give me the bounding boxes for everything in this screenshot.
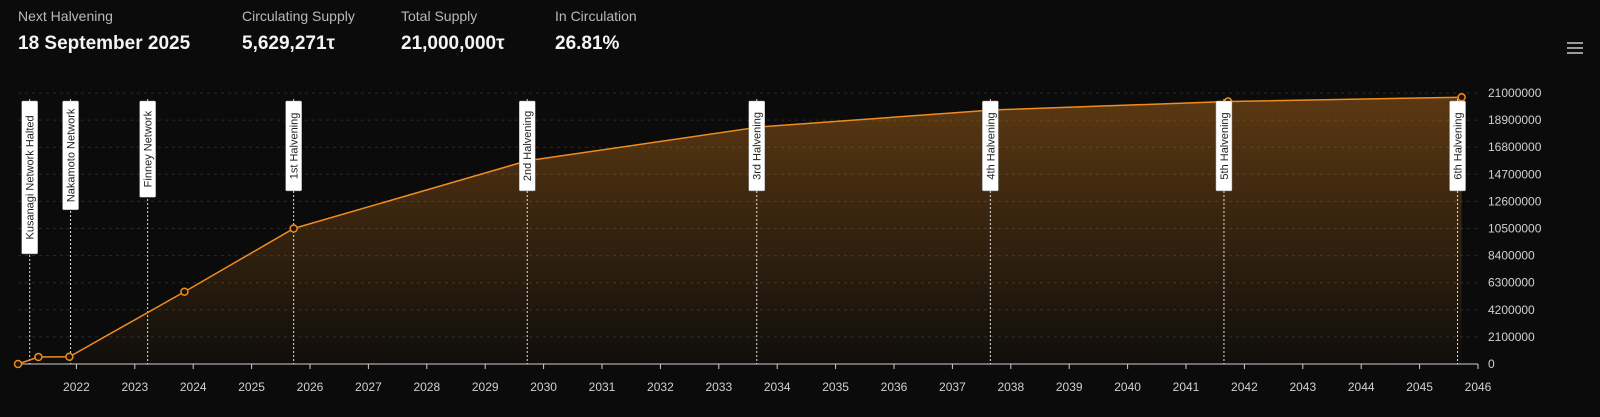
x-tick-label: 2037	[939, 380, 966, 394]
data-point	[180, 287, 189, 296]
x-tick-label: 2033	[705, 380, 732, 394]
annotation-box	[139, 100, 156, 198]
annotation-label: 4th Halvening	[985, 112, 997, 179]
x-tick-label: 2038	[997, 380, 1024, 394]
stat-in-circulation: In Circulation 26.81%	[555, 8, 637, 55]
x-tick-label: 2027	[355, 380, 382, 394]
data-point	[13, 359, 23, 369]
stat-label: Circulating Supply	[242, 8, 355, 24]
y-tick-label: 21000000	[1488, 86, 1542, 100]
annotation-label: Finney Network	[143, 110, 155, 187]
y-tick-label: 12600000	[1488, 194, 1542, 208]
data-point	[1457, 93, 1466, 102]
x-tick-label: 2040	[1114, 380, 1141, 394]
supply-chart: 0 2100000 4200000 6300000 8400000 10500000 126…	[13, 86, 1542, 394]
y-tick-label: 8400000	[1488, 249, 1535, 263]
x-tick-label: 2031	[589, 380, 616, 394]
annotation-box	[1215, 100, 1233, 192]
stat-label: Total Supply	[401, 8, 478, 24]
x-tick-label: 2034	[764, 380, 791, 394]
x-tick-label: 2041	[1173, 380, 1200, 394]
annotation-label: 2nd Halvening	[522, 111, 534, 181]
y-tick-label: 14700000	[1488, 167, 1542, 181]
x-tick-label: 2024	[180, 380, 207, 394]
stat-value: 18 September 2025	[18, 33, 191, 54]
stat-value: 21,000,000τ	[401, 33, 505, 54]
x-tick-label: 2042	[1231, 380, 1258, 394]
stat-next-halvening: Next Halvening 18 September 2025	[18, 8, 190, 55]
annotation-box	[21, 100, 38, 255]
x-tick-label: 2022	[63, 380, 90, 394]
annotation-label: 6th Halvening	[1453, 112, 1465, 179]
annotation-label: Kusanagi Network Halted	[25, 115, 37, 239]
x-tick-label: 2045	[1406, 380, 1433, 394]
annotation-box	[982, 100, 999, 192]
y-tick-label: 0	[1488, 357, 1495, 371]
x-tick-label: 2028	[413, 380, 440, 394]
x-tick-label: 2025	[238, 380, 265, 394]
annotation-box	[1449, 100, 1466, 192]
x-tick-label: 2029	[472, 380, 499, 394]
stat-label: In Circulation	[555, 8, 637, 24]
data-point	[289, 224, 298, 233]
stat-total-supply: Total Supply 21,000,000τ	[401, 8, 505, 55]
data-point	[34, 352, 43, 362]
annotation-label: 3rd Halvening	[752, 112, 764, 180]
y-tick-label: 2100000	[1488, 330, 1535, 344]
annotation-label: 1st Halvening	[289, 113, 301, 180]
annotation-label: Nakamoto Network	[66, 108, 78, 202]
x-tick-label: 2030	[530, 380, 557, 394]
annotation-label: 5th Halvening	[1219, 112, 1231, 179]
x-tick-label: 2044	[1348, 380, 1375, 394]
annotation-box	[285, 100, 302, 192]
y-tick-label: 4200000	[1488, 303, 1535, 317]
x-tick-label: 2039	[1056, 380, 1083, 394]
x-tick-label: 2032	[647, 380, 674, 394]
data-point	[65, 352, 74, 362]
stat-circulating-supply: Circulating Supply 5,629,271τ	[242, 8, 355, 55]
x-tick-label: 2035	[822, 380, 849, 394]
stat-value: 5,629,271τ	[242, 33, 336, 54]
annotation-box	[62, 100, 79, 211]
y-tick-label: 10500000	[1488, 222, 1542, 236]
stat-label: Next Halvening	[18, 8, 113, 24]
x-tick-label: 2026	[297, 380, 324, 394]
supply-area	[18, 97, 1462, 364]
annotation-box	[518, 100, 536, 192]
stat-value: 26.81%	[555, 33, 620, 54]
x-tick-label: 2046	[1465, 380, 1492, 394]
x-tick-label: 2043	[1289, 380, 1316, 394]
x-tick-label: 2036	[881, 380, 908, 394]
y-tick-label: 18900000	[1488, 113, 1542, 127]
annotation-box	[748, 100, 766, 192]
hamburger-menu-icon[interactable]	[1565, 40, 1585, 56]
supply-line	[17, 96, 1462, 365]
y-tick-label: 6300000	[1488, 276, 1535, 290]
y-tick-label: 16800000	[1488, 140, 1542, 154]
x-tick-label: 2023	[121, 380, 148, 394]
stats-bar: Next Halvening 18 September 2025 Circula…	[0, 0, 1500, 60]
